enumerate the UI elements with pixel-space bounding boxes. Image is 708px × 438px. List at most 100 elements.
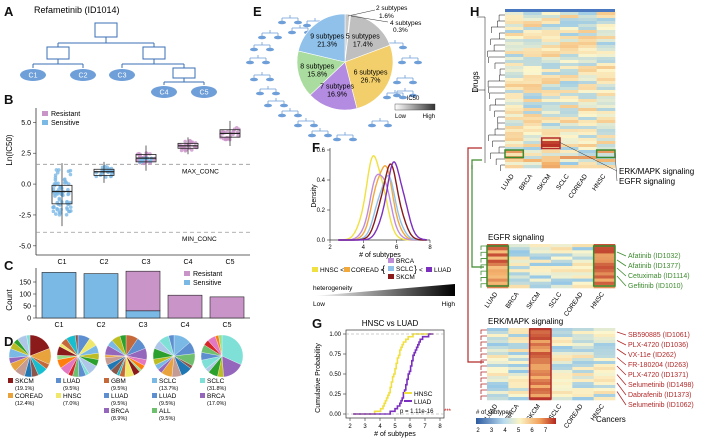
heat-cell: [505, 72, 524, 76]
heat-cell: [593, 370, 616, 374]
heat-cell: [523, 60, 542, 64]
panel-b: Ln(IC50) 5.0 2.5 0.0 -2.5 -5.0 MAX_CONC MIN_C…: [5, 108, 250, 266]
drug-label: Selumetinib (ID1062): [628, 402, 694, 409]
heat-cell: [578, 42, 597, 46]
y-tick-label: 0.25: [329, 392, 341, 398]
heat-cell: [487, 370, 509, 374]
pie-label: 4 subtypes: [390, 20, 422, 27]
drug-leader: [616, 382, 627, 396]
heat-cell: [560, 63, 579, 67]
heat-cell: [560, 141, 579, 145]
heat-cell: [523, 117, 542, 121]
heat-cell: [596, 69, 616, 73]
heat-cell: [505, 165, 524, 169]
heat-cell: [541, 165, 561, 169]
heat-cell: [523, 153, 542, 157]
heat-cell: [523, 30, 542, 34]
heat-cell: [596, 129, 616, 133]
heat-cell: [523, 36, 542, 40]
heat-cell: [523, 159, 542, 163]
min-conc-label: MIN_CONC: [182, 236, 217, 243]
y-tick-label: 50: [23, 304, 31, 311]
mini-node: [393, 93, 401, 98]
point: [231, 129, 236, 134]
heat-cell: [551, 343, 573, 347]
heat-cell: [541, 123, 561, 127]
dendro-branch: [480, 365, 487, 370]
panel-g-legend-luad: LUAD: [414, 399, 432, 406]
dendro-branch: [498, 14, 505, 21]
x-tick-label: C4: [181, 322, 190, 329]
mini-tree: [250, 72, 274, 82]
heat-cell: [541, 108, 561, 112]
heat-cell: [523, 165, 542, 169]
heat-cell: [572, 343, 594, 347]
heat-cell: [505, 78, 524, 82]
panel-f-order-lt: <: [419, 267, 423, 274]
heat-cell: [551, 376, 573, 380]
pie-slice: [218, 334, 223, 357]
heat-cell: [596, 75, 616, 79]
heat-cell: [508, 328, 530, 332]
mini-tree: [278, 108, 302, 118]
panel-f-legend-sclc: SCLC: [396, 266, 414, 273]
cancer-label: COREAD: [563, 291, 585, 318]
heat-cell: [593, 278, 616, 283]
heat-cell: [523, 75, 542, 79]
heat-cell: [596, 42, 616, 46]
erk-box: [540, 137, 561, 150]
heat-cell: [529, 361, 552, 365]
panel-e-low: Low: [395, 114, 407, 120]
panel-c-legend-sensitive: Sensitive: [193, 280, 222, 287]
heat-cell: [578, 132, 597, 136]
heat-cell: [572, 397, 594, 401]
heat-cell: [541, 135, 561, 139]
pie-chart: GBM(9.5%)LUAD(9.5%)BRCA(8.9%): [104, 334, 148, 422]
heterogeneity-wedge: [313, 284, 455, 296]
heat-cell: [578, 117, 597, 121]
point: [57, 168, 61, 172]
heat-cell: [593, 349, 616, 353]
panel-f-low: Low: [313, 301, 325, 308]
heat-cell: [572, 367, 594, 371]
heat-cell: [541, 114, 561, 118]
bar-sensitive: [41, 272, 77, 319]
egfr-box: [504, 149, 525, 159]
dendro-branch: [480, 353, 487, 358]
heat-cell: [541, 12, 561, 16]
heat-cell: [529, 278, 552, 283]
mini-tree: [250, 42, 274, 52]
heat-cell: [560, 66, 579, 70]
heat-cell: [560, 159, 579, 163]
heat-cell: [508, 394, 530, 398]
heat-cell: [596, 12, 616, 16]
mini-node: [258, 35, 266, 40]
heat-cell: [541, 30, 561, 34]
heat-cell: [596, 81, 616, 85]
heat-cell: [593, 334, 616, 338]
heat-cell: [551, 358, 573, 362]
x-tick-label: 2: [348, 424, 352, 430]
mini-node: [246, 60, 254, 65]
legend-name: BRCA: [111, 408, 130, 415]
mini-node: [272, 91, 280, 96]
heat-cell: [596, 162, 616, 166]
mini-tree-lines: [253, 42, 271, 48]
heat-cell: [523, 33, 542, 37]
point: [221, 136, 226, 141]
cancer-label: COREAD: [563, 403, 585, 430]
heat-cell: [551, 352, 573, 356]
heat-cell: [551, 370, 573, 374]
x-tick-label: C2: [97, 322, 106, 329]
scale-tick: 2: [476, 428, 480, 434]
heat-cell: [529, 352, 552, 356]
x-tick-label: 6: [395, 245, 399, 251]
heat-cell: [596, 27, 616, 31]
heat-cell: [551, 328, 573, 332]
mini-node: [294, 20, 302, 25]
heat-cell: [541, 42, 561, 46]
heat-cell: [572, 373, 594, 377]
heat-cell: [529, 391, 552, 395]
x-tick-label: C5: [226, 259, 235, 266]
tree-leaf-label: C1: [29, 73, 38, 80]
